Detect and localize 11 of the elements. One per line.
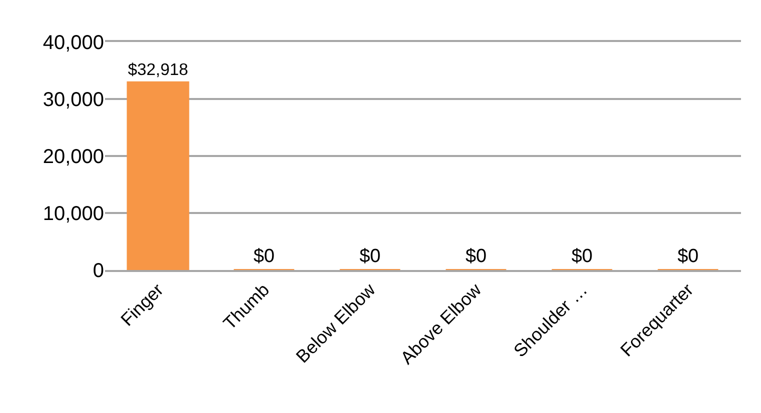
y-tick-label: 0 — [92, 260, 104, 282]
data-label: $0 — [253, 246, 275, 267]
y-tick-label: 30,000 — [42, 89, 104, 111]
data-label: $32,918 — [128, 60, 188, 79]
y-tick-label: 20,000 — [42, 146, 104, 168]
data-label: $0 — [677, 246, 699, 267]
data-label: $0 — [571, 246, 593, 267]
data-label: $0 — [359, 246, 381, 267]
data-label: $0 — [465, 246, 487, 267]
y-tick-label: 10,000 — [42, 203, 104, 225]
y-tick-label: 40,000 — [42, 32, 104, 54]
